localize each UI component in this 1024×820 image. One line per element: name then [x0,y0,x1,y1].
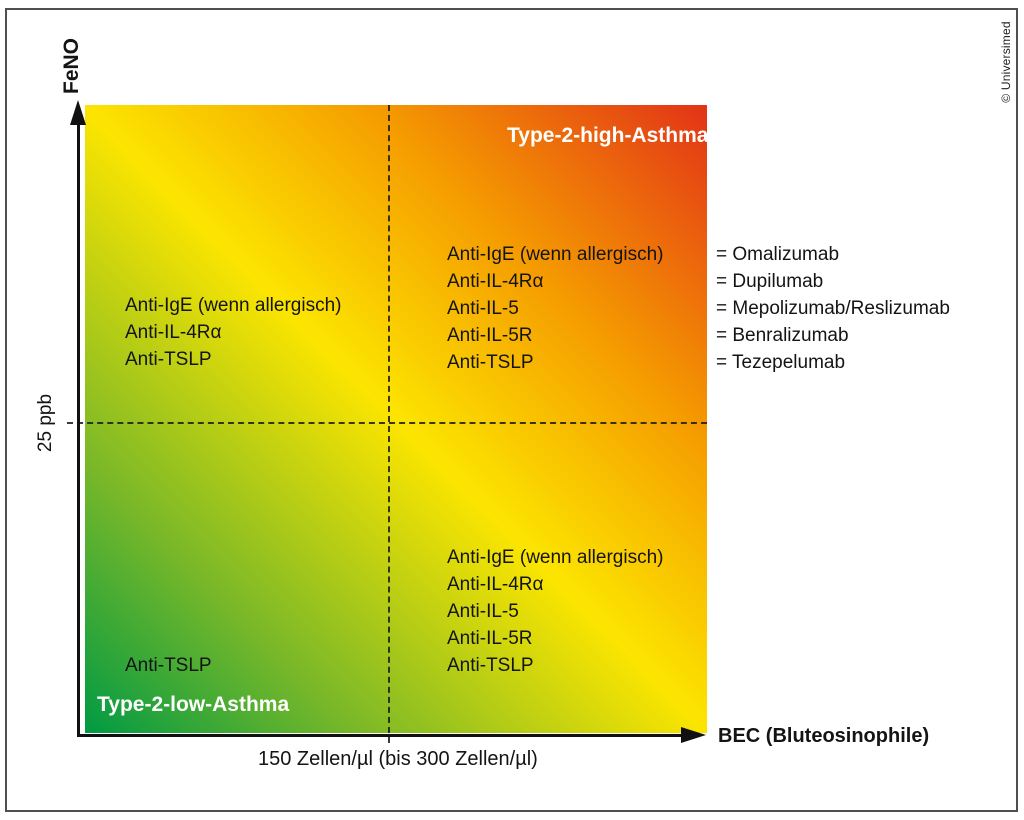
therapy-item: Anti-IL-4Rα [447,574,544,595]
y-axis-label: FeNO [60,37,83,95]
x-axis-line [77,734,683,737]
therapy-item: Anti-TSLP [447,352,534,373]
zone-label-type2-low: Type-2-low-Asthma [97,693,290,716]
x-axis-tick-label: 150 Zellen/µl (bis 300 Zellen/µl) [258,748,538,770]
therapy-item: Anti-TSLP [125,655,212,676]
quadrant-lower-left-therapies: Anti-TSLP [125,652,212,679]
x-axis-arrow-icon [681,727,706,743]
legend-item: = Benralizumab [716,325,849,346]
legend-item: = Tezepelumab [716,352,846,373]
therapy-item: Anti-IgE (wenn allergisch) [125,295,342,316]
feno-threshold-dashed-line [67,422,707,424]
bec-threshold-dashed-line [388,105,390,743]
therapy-item: Anti-IgE (wenn allergisch) [447,244,664,265]
y-axis-tick-label: 25 ppb [35,393,56,453]
zone-label-type2-high: Type-2-high-Asthma [507,124,709,147]
therapy-item: Anti-IL-5R [447,628,533,649]
y-axis-line [77,113,80,735]
gradient-plot-area: Type-2-high-Asthma Type-2-low-Asthma Ant… [85,105,709,733]
legend-item: = Omalizumab [716,244,840,265]
quadrant-lower-right-therapies: Anti-IgE (wenn allergisch) Anti-IL-4Rα A… [447,544,663,679]
quadrant-upper-right-therapies: Anti-IgE (wenn allergisch) Anti-IL-4Rα A… [447,241,663,376]
legend-item: = Dupilumab [716,271,824,292]
copyright-note: © Universimed [999,21,1013,103]
x-axis-label: BEC (Bluteosinophile) [718,725,930,747]
therapy-item: Anti-IgE (wenn allergisch) [447,547,664,568]
therapy-item: Anti-TSLP [447,655,534,676]
legend-item: = Mepolizumab/Reslizumab [716,298,950,319]
antibody-legend: = Omalizumab = Dupilumab = Mepolizumab/R… [716,241,950,376]
y-axis-arrow-icon [70,100,86,125]
therapy-item: Anti-IL-4Rα [447,271,544,292]
therapy-item: Anti-IL-5R [447,325,533,346]
therapy-item: Anti-IL-5 [447,601,519,622]
therapy-item: Anti-IL-4Rα [125,322,222,343]
figure-frame [5,8,1018,812]
quadrant-upper-left-therapies: Anti-IgE (wenn allergisch) Anti-IL-4Rα A… [125,292,341,373]
therapy-item: Anti-IL-5 [447,298,519,319]
therapy-item: Anti-TSLP [125,349,212,370]
